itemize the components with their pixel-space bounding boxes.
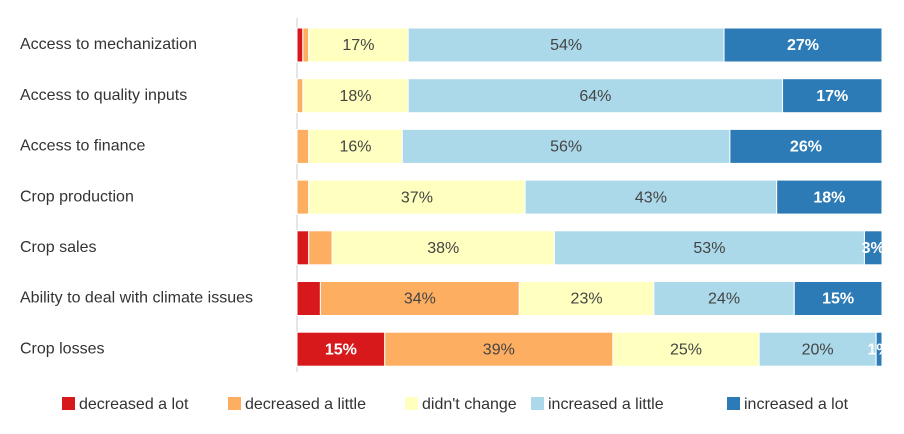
category-label: Crop production: [20, 188, 134, 205]
data-label: 1%: [868, 341, 891, 358]
data-label: 20%: [802, 341, 834, 358]
data-label: 17%: [816, 88, 848, 105]
data-label: 25%: [670, 341, 702, 358]
bar-segment: [729, 128, 883, 164]
bar-segment: [308, 230, 333, 266]
category-label: Access to finance: [20, 138, 146, 155]
data-label: 15%: [822, 291, 854, 308]
category-label: Ability to deal with climate issues: [20, 290, 253, 307]
bar-segment: [758, 331, 877, 367]
bar-segment: [612, 331, 760, 367]
data-label: 18%: [339, 88, 371, 105]
data-label: 23%: [571, 291, 603, 308]
bar-segment: [296, 179, 310, 215]
bar-segment: [524, 179, 778, 215]
bar-segment: [296, 230, 310, 266]
data-label: 64%: [579, 88, 611, 105]
data-label: 17%: [342, 37, 374, 54]
legend-label: increased a little: [548, 396, 664, 413]
legend-swatch: [405, 397, 418, 410]
bar-segment: [384, 331, 614, 367]
bar-segment: [723, 27, 883, 63]
legend-swatch: [727, 397, 740, 410]
bar-segment: [776, 179, 883, 215]
data-label: 26%: [790, 139, 822, 156]
data-label: 43%: [635, 189, 667, 206]
bar-segment: [782, 78, 883, 114]
bar-segment: [553, 230, 865, 266]
bar-segment: [863, 230, 883, 266]
bar-segment: [331, 230, 555, 266]
data-label: 3%: [862, 240, 885, 257]
data-label: 39%: [483, 341, 515, 358]
bar-segment: [875, 331, 883, 367]
legend-label: increased a lot: [744, 396, 849, 413]
bar-segment: [296, 331, 386, 367]
bar-segment: [308, 179, 526, 215]
category-label: Access to quality inputs: [20, 87, 187, 104]
bar-segment: [302, 27, 310, 63]
data-label: 15%: [325, 341, 357, 358]
bar-segment: [296, 78, 304, 114]
category-label: Crop sales: [20, 239, 96, 256]
category-label: Access to mechanization: [20, 36, 197, 53]
data-label: 37%: [401, 189, 433, 206]
bar-segment: [407, 27, 725, 63]
data-label: 16%: [339, 139, 371, 156]
data-label: 56%: [550, 139, 582, 156]
legend-swatch: [531, 397, 544, 410]
data-label: 53%: [693, 240, 725, 257]
legend-label: decreased a lot: [79, 396, 189, 413]
data-label: 54%: [550, 37, 582, 54]
legend-label: decreased a little: [245, 396, 366, 413]
data-label: 34%: [404, 291, 436, 308]
data-label: 24%: [708, 291, 740, 308]
data-label: 27%: [787, 37, 819, 54]
data-label: 18%: [813, 189, 845, 206]
bar-segment: [296, 27, 304, 63]
legend-swatch: [62, 397, 75, 410]
bar-segment: [793, 281, 883, 316]
category-label: Crop losses: [20, 340, 104, 357]
legend-label: didn't change: [422, 396, 517, 413]
bar-segment: [296, 281, 321, 316]
legend-swatch: [228, 397, 241, 410]
data-label: 38%: [427, 240, 459, 257]
bar-segment: [296, 128, 310, 164]
